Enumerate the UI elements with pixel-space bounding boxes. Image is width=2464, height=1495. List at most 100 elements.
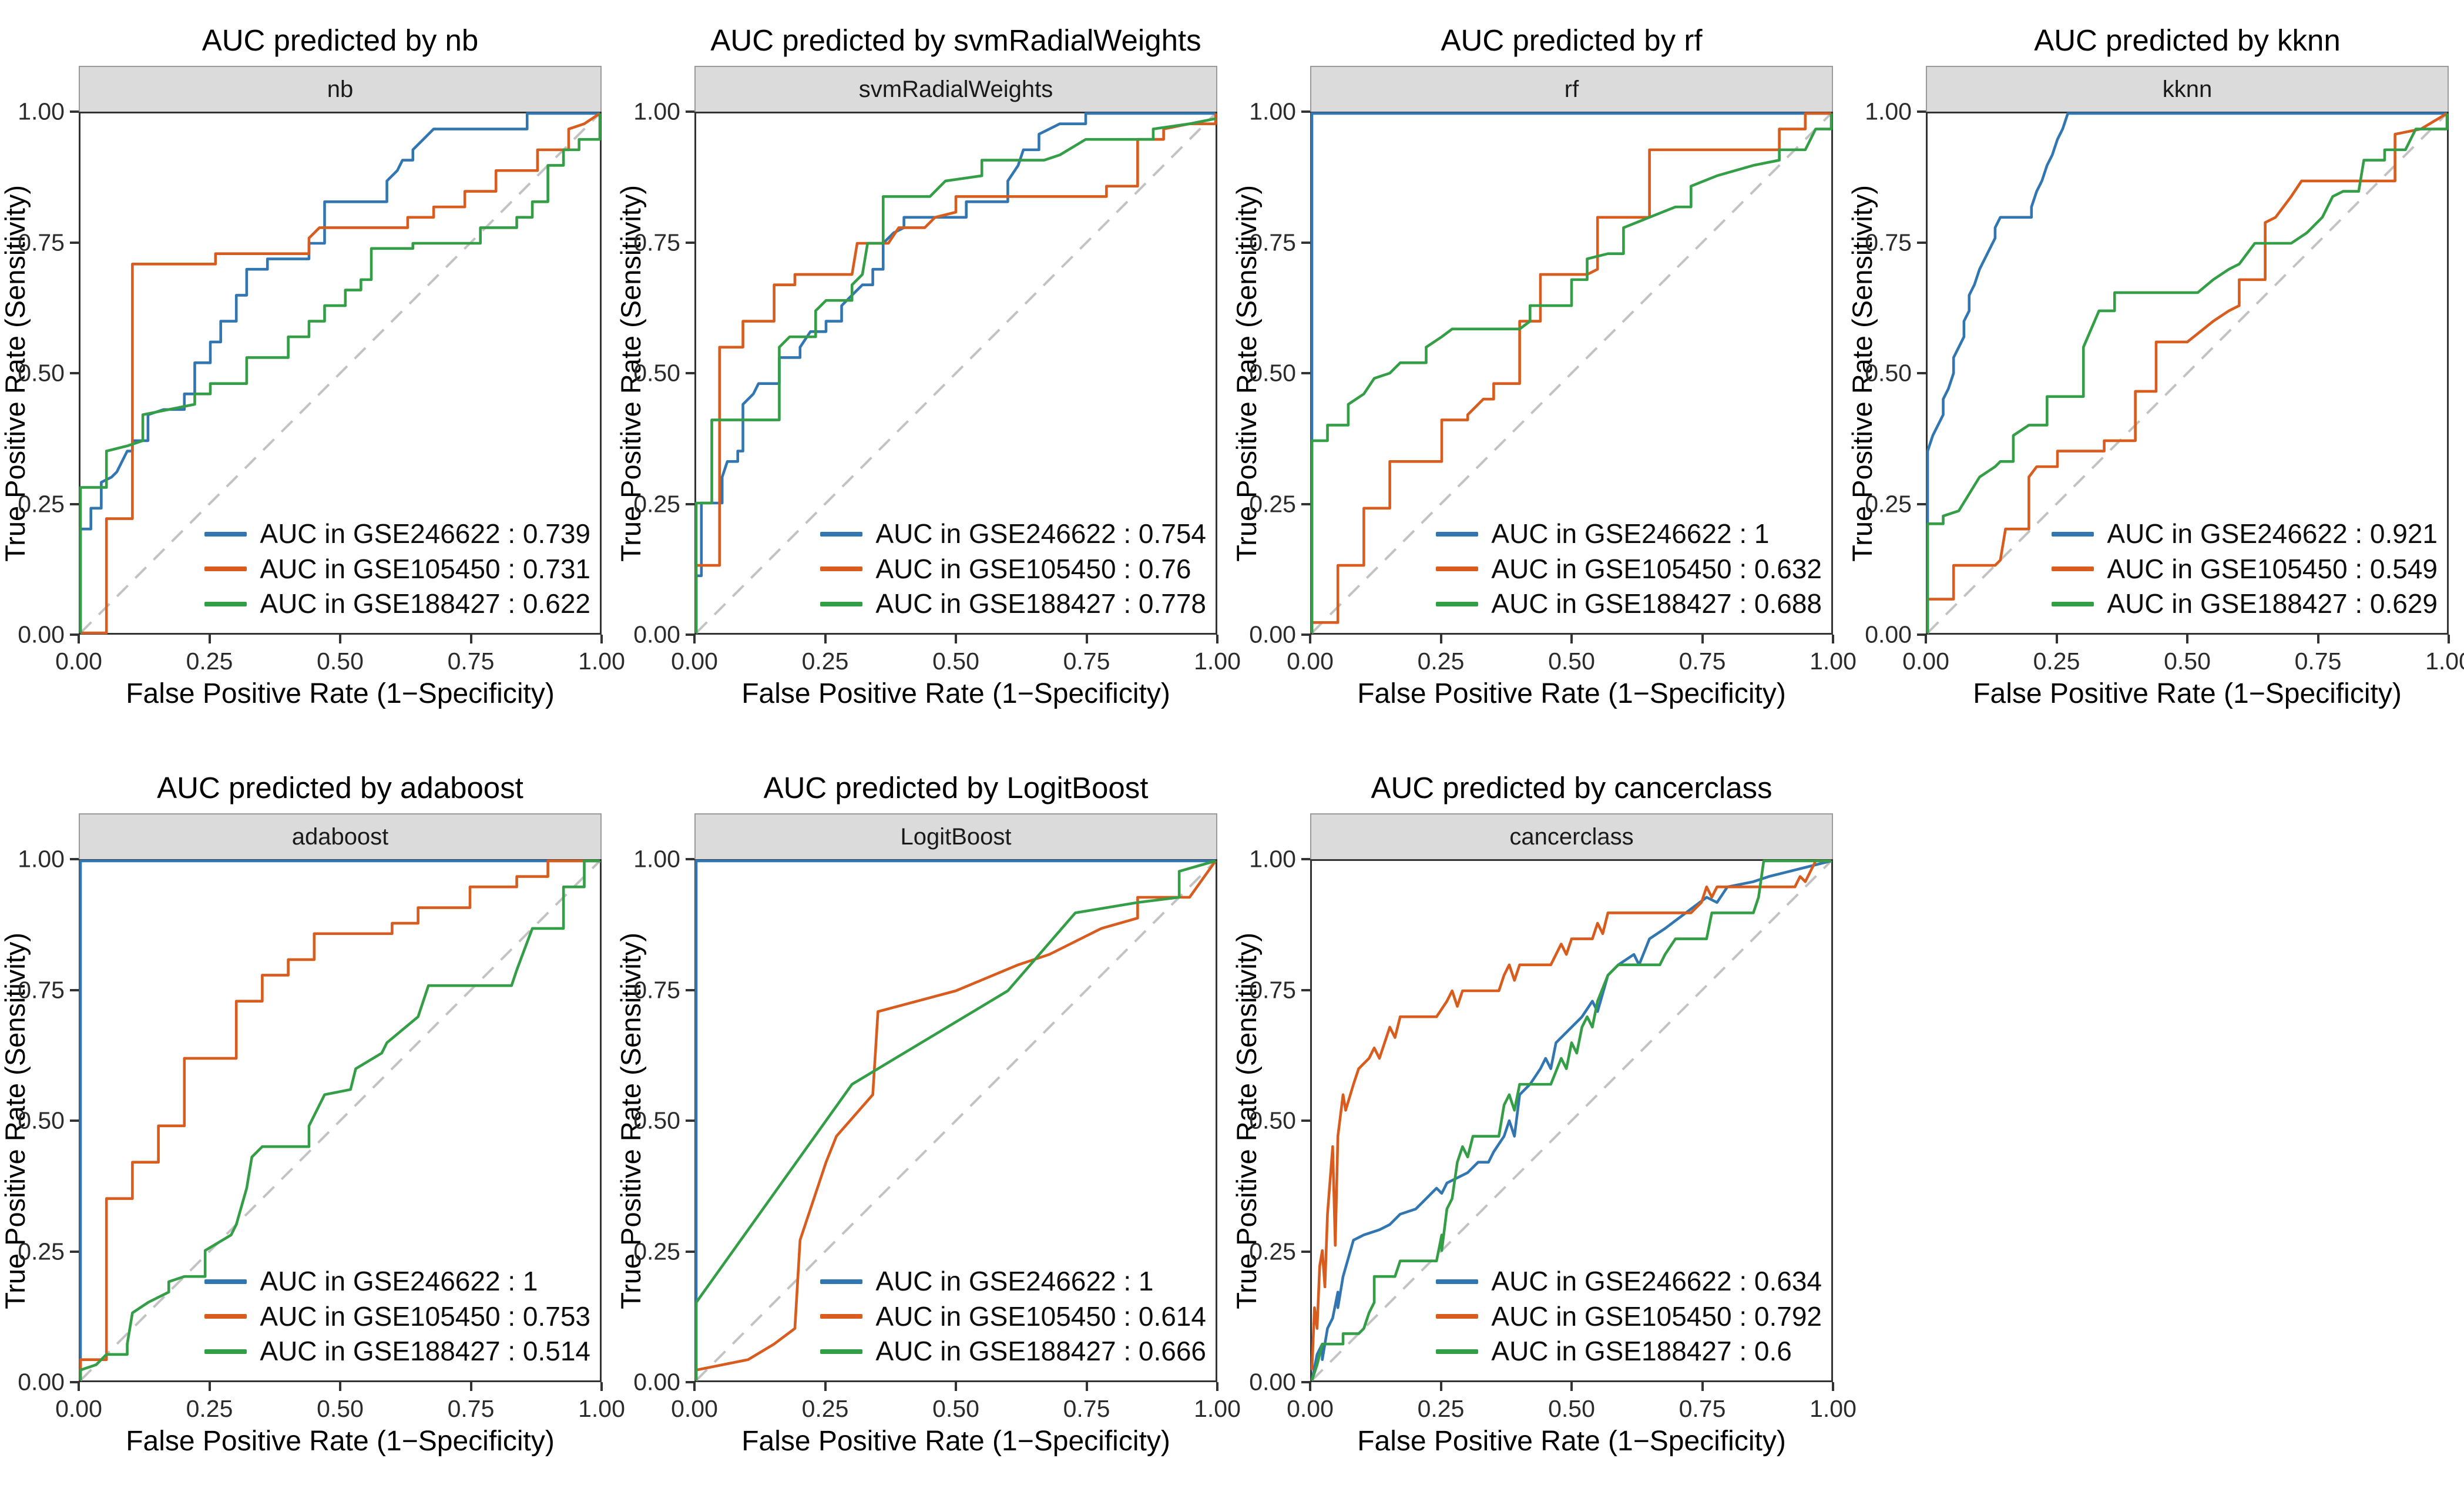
- y-tick-label: 1.00: [1865, 98, 1912, 125]
- x-tick-label: 0.00: [671, 648, 718, 675]
- x-tick-label: 0.25: [186, 648, 233, 675]
- legend-label: AUC in GSE188427 : 0.6: [1491, 1336, 1792, 1367]
- y-tick-mark: [1301, 502, 1310, 505]
- y-tick-label: 0.75: [1249, 976, 1296, 1003]
- x-tick-mark: [1085, 1382, 1088, 1391]
- panel-title: AUC predicted by rf: [1441, 24, 1703, 57]
- x-tick-mark: [1925, 635, 1927, 643]
- y-tick-mark: [686, 372, 694, 374]
- y-tick-mark: [1301, 372, 1310, 374]
- legend-item: AUC in GSE188427 : 0.622: [204, 589, 590, 619]
- y-tick-mark: [70, 372, 79, 374]
- x-tick-labels: 0.00 0.25 0.50 0.75 1.00: [1902, 635, 2464, 675]
- legend-key-line: [820, 601, 863, 606]
- x-tick-mark: [469, 635, 472, 643]
- x-tick-mark: [78, 635, 80, 643]
- x-tick-mark: [1570, 635, 1573, 643]
- roc-curve-GSE246622: [696, 113, 1216, 633]
- y-tick-labels: 1.00 0.75 0.50 0.25 0.00: [18, 98, 79, 648]
- y-tick-mark: [70, 110, 79, 113]
- x-tick-mark: [339, 635, 341, 643]
- y-tick-label: 1.00: [18, 845, 65, 873]
- roc-plot-svg: [80, 113, 600, 633]
- roc-plot-svg: [1312, 861, 1831, 1380]
- x-axis-title: False Positive Rate (1−Specificity): [1357, 1426, 1786, 1457]
- legend-item: AUC in GSE105450 : 0.632: [1436, 554, 1822, 584]
- y-tick-labels: 1.00 0.75 0.50 0.25 0.00: [633, 98, 694, 648]
- y-tick-label: 0.50: [633, 359, 680, 387]
- y-tick-mark: [70, 633, 79, 636]
- legend-key-line: [820, 1349, 863, 1354]
- roc-plot-area: AUC in GSE246622 : 1 AUC in GSE105450 : 0…: [1310, 112, 1833, 635]
- roc-plot-svg: [80, 861, 600, 1380]
- x-tick-label: 0.50: [317, 648, 364, 675]
- x-tick-label: 0.25: [801, 1395, 849, 1422]
- roc-plot-area: AUC in GSE246622 : 0.739 AUC in GSE105450…: [79, 112, 602, 635]
- y-tick-label: 0.25: [1249, 490, 1296, 517]
- diagonal-reference-line: [696, 113, 1216, 633]
- y-tick-label: 0.50: [1249, 359, 1296, 387]
- legend-item: AUC in GSE188427 : 0.666: [820, 1336, 1206, 1366]
- y-tick-label: 0.75: [633, 976, 680, 1003]
- legend-label: AUC in GSE246622 : 1: [260, 1266, 538, 1297]
- strip-label: svmRadialWeights: [858, 76, 1053, 102]
- legend-label: AUC in GSE188427 : 0.666: [875, 1336, 1206, 1367]
- auc-legend: AUC in GSE246622 : 1 AUC in GSE105450 : 0…: [204, 1266, 590, 1366]
- x-tick-labels: 0.00 0.25 0.50 0.75 1.00: [671, 1382, 1241, 1422]
- auc-legend: AUC in GSE246622 : 0.739 AUC in GSE105450…: [204, 519, 590, 619]
- roc-plot-svg: [696, 861, 1216, 1380]
- y-tick-mark: [70, 502, 79, 505]
- y-tick-mark: [70, 988, 79, 991]
- roc-curve-GSE246622: [1928, 113, 2447, 633]
- y-tick-mark: [1301, 1381, 1310, 1383]
- legend-label: AUC in GSE188427 : 0.629: [2107, 588, 2438, 619]
- y-tick-label: 0.75: [633, 229, 680, 256]
- diagonal-reference-line: [80, 113, 600, 633]
- strip-label: kknn: [2162, 76, 2213, 102]
- y-tick-label: 0.50: [1249, 1107, 1296, 1134]
- x-tick-label: 1.00: [1194, 1395, 1241, 1422]
- x-tick-mark: [1701, 1382, 1704, 1391]
- x-tick-mark: [208, 635, 211, 643]
- roc-curve-GSE188427: [80, 861, 600, 1380]
- legend-label: AUC in GSE246622 : 0.634: [1491, 1266, 1822, 1297]
- legend-item: AUC in GSE246622 : 1: [204, 1266, 538, 1296]
- diagonal-reference-line: [696, 861, 1216, 1380]
- y-tick-label: 0.25: [18, 1238, 65, 1265]
- roc-panel: AUC predicted by LogitBoost LogitBoost T…: [615, 748, 1241, 1495]
- y-tick-mark: [70, 858, 79, 860]
- legend-item: AUC in GSE105450 : 0.792: [1436, 1302, 1822, 1332]
- roc-curve-GSE188427: [1312, 861, 1831, 1380]
- y-tick-label: 0.75: [1249, 229, 1296, 256]
- x-tick-label: 1.00: [1194, 648, 1241, 675]
- x-tick-label: 0.75: [1063, 648, 1110, 675]
- y-tick-label: 0.00: [18, 1368, 65, 1396]
- x-tick-label: 1.00: [578, 1395, 625, 1422]
- x-tick-label: 0.25: [1417, 1395, 1465, 1422]
- strip-label: cancerclass: [1509, 823, 1634, 850]
- x-tick-label: 0.25: [186, 1395, 233, 1422]
- facet-strip: LogitBoost: [694, 813, 1217, 859]
- x-tick-label: 0.50: [317, 1395, 364, 1422]
- y-tick-mark: [1301, 858, 1310, 860]
- y-tick-mark: [1917, 110, 1926, 113]
- y-tick-mark: [1917, 372, 1926, 374]
- x-tick-label: 0.25: [2033, 648, 2080, 675]
- x-tick-label: 0.00: [55, 1395, 102, 1422]
- panel-title: AUC predicted by LogitBoost: [763, 771, 1149, 805]
- legend-key-line: [1436, 1279, 1479, 1284]
- roc-curve-GSE105450: [1312, 861, 1831, 1370]
- y-tick-mark: [1301, 1250, 1310, 1253]
- roc-curve-GSE105450: [80, 861, 600, 1380]
- y-tick-label: 1.00: [633, 98, 680, 125]
- roc-panel: AUC predicted by nb nb True Positive Rat…: [0, 0, 625, 748]
- x-tick-label: 0.50: [1548, 1395, 1595, 1422]
- y-tick-label: 1.00: [633, 845, 680, 873]
- y-tick-mark: [1301, 241, 1310, 244]
- x-tick-label: 0.00: [671, 1395, 718, 1422]
- x-tick-label: 0.00: [1902, 648, 1949, 675]
- x-tick-mark: [1439, 635, 1442, 643]
- roc-curve-GSE105450: [696, 861, 1216, 1380]
- y-tick-label: 0.25: [1249, 1238, 1296, 1265]
- legend-label: AUC in GSE246622 : 1: [1491, 518, 1770, 549]
